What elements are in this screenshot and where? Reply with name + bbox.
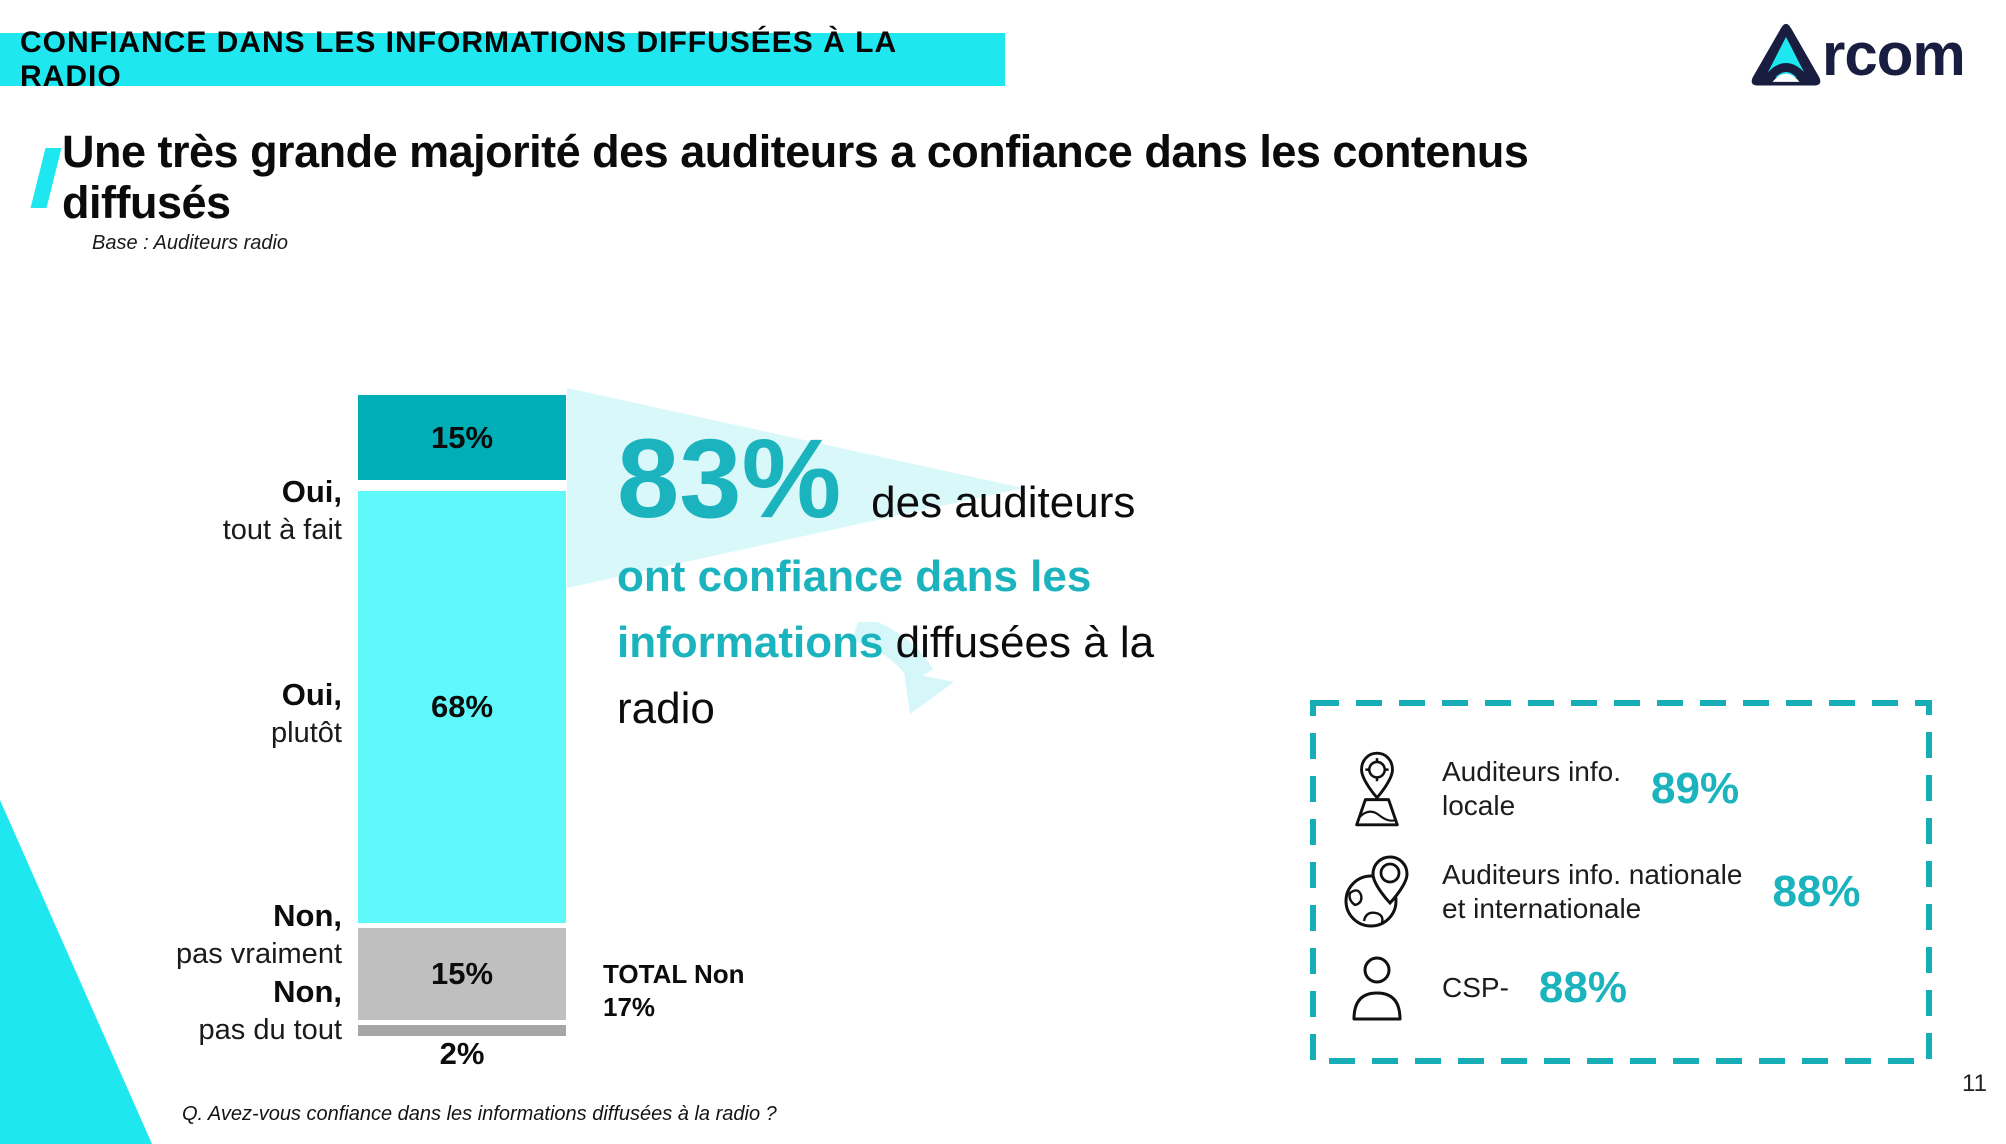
base-note: Base : Auditeurs radio (92, 232, 289, 254)
panel-row-csp: CSP- 88% (1344, 955, 1932, 1021)
arcom-logo: rcom (1750, 21, 1966, 88)
panel-item-value: 89% (1651, 764, 1740, 813)
category-label-oui-plutot: Oui, plutôt (271, 677, 342, 749)
bar-segment-oui-plutot: 68% (358, 491, 566, 923)
panel-item-value: 88% (1538, 963, 1627, 1012)
title-slash-icon (30, 148, 62, 208)
highlight-line3-accent: informations (617, 618, 884, 667)
segment-value-label: 15% (430, 419, 494, 455)
panel-item-label: Auditeurs info. locale (1442, 756, 1621, 821)
category-label-oui-tout-a-fait: Oui, tout à fait (222, 474, 342, 546)
highlight-percentage: 83% (617, 416, 842, 541)
arcom-a-icon (1750, 22, 1822, 86)
bar-segment-non-pas-du-tout (358, 1025, 566, 1036)
banner-title: CONFIANCE DANS LES INFORMATIONS DIFFUSÉE… (20, 25, 897, 93)
total-non-value: 17% (603, 992, 656, 1022)
panel-item-value: 88% (1772, 867, 1861, 916)
panel-item-label: CSP- (1442, 972, 1509, 1003)
category-label-non-pas-du-tout: Non, pas du tout (198, 974, 343, 1046)
segment-value-label: 68% (430, 689, 494, 724)
highlight-after-pct: des auditeurs (871, 478, 1136, 527)
highlight-line3-rest: diffusées à la (883, 618, 1155, 667)
globe-location-pin-icon (1344, 855, 1410, 929)
highlight-statement: 83% des auditeurs (617, 416, 1136, 541)
total-non-block: TOTAL Non 17% (603, 958, 745, 1024)
survey-question: Q. Avez-vous confiance dans les informat… (182, 1103, 777, 1125)
curved-arrow-icon (848, 622, 970, 718)
person-icon (1344, 955, 1410, 1021)
bar-segment-non-pas-vraiment: 15% (358, 928, 566, 1020)
panel-row-info-locale: Auditeurs info. locale 89% (1344, 749, 1932, 829)
arcom-logo-text: rcom (1822, 21, 1966, 88)
category-label-non-pas-vraiment: Non, pas vraiment (175, 898, 342, 970)
segment-value-label-below: 2% (439, 1036, 485, 1071)
page-title-line1: Une très grande majorité des auditeurs a… (62, 126, 1529, 177)
segment-value-label: 15% (430, 956, 494, 991)
panel-item-label: Auditeurs info. nationale et internation… (1442, 859, 1743, 924)
bar-segment-oui-tout-a-fait: 15% (358, 395, 566, 480)
page-title: Une très grande majorité des auditeurs a… (62, 126, 1812, 228)
slide-banner: CONFIANCE DANS LES INFORMATIONS DIFFUSÉE… (0, 26, 1005, 93)
total-non-label: TOTAL Non (603, 959, 745, 989)
page-title-line2: diffusés (62, 177, 231, 228)
highlight-line4: radio (617, 684, 715, 733)
dashed-border (1310, 700, 1932, 1064)
page-number: 11 (1962, 1070, 1987, 1097)
highlight-line2: ont confiance dans les (617, 552, 1092, 601)
highlight-line3: informations diffusées à la (617, 618, 1154, 668)
panel-row-info-nationale: Auditeurs info. nationale et internation… (1344, 855, 1932, 929)
audience-panel: Auditeurs info. locale 89% Auditeurs inf… (1310, 700, 1932, 1064)
map-location-pin-icon (1344, 749, 1410, 829)
